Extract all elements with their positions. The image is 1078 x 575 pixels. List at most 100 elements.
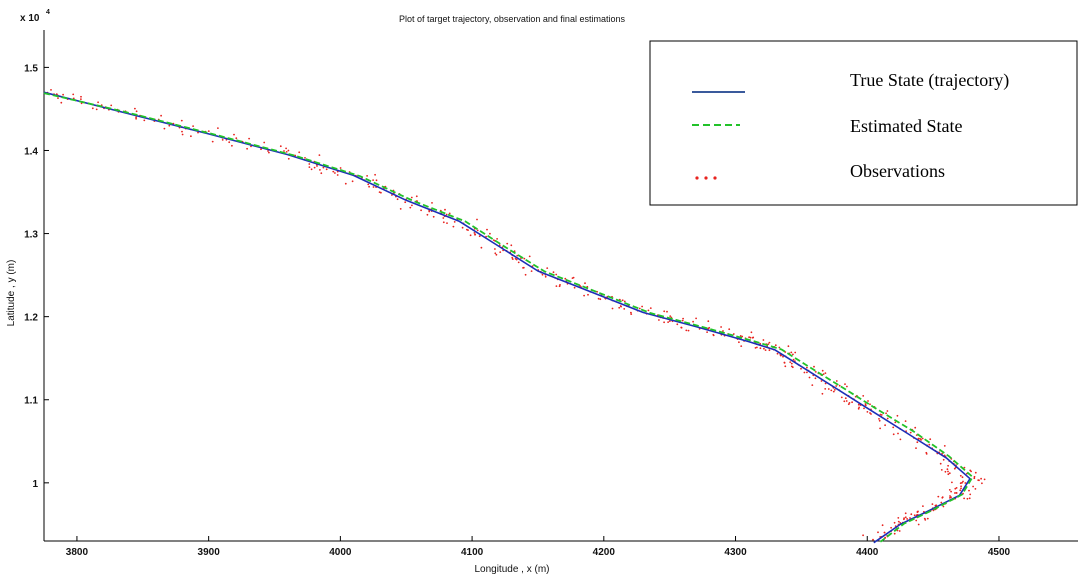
observation-point <box>319 169 321 171</box>
observation-point <box>336 174 339 176</box>
observation-point <box>599 298 602 301</box>
legend-observation-dot <box>704 176 708 180</box>
observation-point <box>906 518 908 520</box>
observation-point <box>368 185 370 188</box>
observation-point <box>787 345 790 348</box>
y-tick-label: 1.2 <box>24 313 38 324</box>
observation-point <box>476 218 478 221</box>
observation-point <box>143 119 146 122</box>
observation-point <box>681 319 684 322</box>
observation-point <box>968 489 970 492</box>
observation-point <box>894 421 897 424</box>
observation-point <box>939 462 942 465</box>
observation-point <box>832 390 835 393</box>
observation-point <box>492 239 495 242</box>
legend-observations-swatch <box>695 176 717 180</box>
observation-point <box>250 145 252 148</box>
observation-point <box>221 139 224 141</box>
observation-point <box>318 154 321 157</box>
observation-point <box>821 392 824 395</box>
observation-point <box>941 496 944 499</box>
observation-point <box>843 400 846 403</box>
observation-point <box>878 418 880 420</box>
observation-point <box>953 467 956 470</box>
observation-point <box>583 294 585 297</box>
observation-point <box>695 317 697 320</box>
observation-point <box>287 157 290 160</box>
observation-point <box>885 412 887 415</box>
observation-point <box>658 319 660 321</box>
observation-point <box>762 339 765 341</box>
observation-point <box>943 445 946 447</box>
observation-point <box>304 157 306 159</box>
observation-point <box>411 204 413 207</box>
observation-point <box>886 410 889 412</box>
observation-point <box>511 258 514 260</box>
observation-point <box>916 511 919 513</box>
observation-point <box>955 487 958 489</box>
observation-point <box>544 275 547 278</box>
observation-point <box>790 362 793 365</box>
observation-point <box>917 523 920 526</box>
observation-point <box>946 468 949 471</box>
observation-point <box>879 427 881 430</box>
observation-point <box>285 151 288 153</box>
observation-point <box>135 110 138 113</box>
observation-point <box>940 469 943 471</box>
observation-point <box>190 135 192 138</box>
observation-point <box>857 407 860 410</box>
observation-point <box>948 489 951 491</box>
observation-point <box>794 351 797 354</box>
observation-point <box>739 335 742 337</box>
observation-point <box>375 179 378 182</box>
observation-point <box>922 505 924 507</box>
observation-point <box>880 414 883 416</box>
observation-point <box>647 309 650 312</box>
observation-point <box>80 95 82 98</box>
observation-point <box>926 517 929 520</box>
observation-point <box>947 470 949 473</box>
observation-point <box>915 447 917 449</box>
observation-point <box>800 367 802 370</box>
observation-point <box>404 201 407 204</box>
observation-point <box>954 492 956 494</box>
observation-point <box>973 475 976 478</box>
observation-point <box>135 116 138 119</box>
observation-point <box>555 285 558 287</box>
observation-point <box>444 208 446 211</box>
x-tick-label: 3900 <box>198 547 221 558</box>
observation-point <box>623 300 626 303</box>
observation-point <box>954 487 957 490</box>
observation-point <box>110 104 113 107</box>
observation-point <box>913 514 916 517</box>
observation-point <box>813 365 815 368</box>
observation-point <box>515 258 518 261</box>
observation-point <box>774 344 777 347</box>
observation-point <box>870 413 872 415</box>
observation-point <box>453 221 456 223</box>
x-axis-ticks: 3800 3900 4000 4100 4200 4300 4400 4500 <box>66 536 1011 558</box>
observation-point <box>217 127 219 129</box>
observation-point <box>163 127 166 130</box>
observation-point <box>963 497 965 500</box>
observation-point <box>784 365 787 368</box>
observation-point <box>283 150 285 152</box>
observation-point <box>623 308 626 310</box>
observation-point <box>410 196 413 199</box>
observation-point <box>890 526 892 529</box>
observation-point <box>496 238 498 240</box>
observation-point <box>486 228 488 231</box>
observation-point <box>759 347 762 350</box>
x-tick-label: 3800 <box>66 547 89 558</box>
observation-point <box>792 353 794 356</box>
y-tick-label: 1.1 <box>24 396 38 407</box>
y-axis-label: Latitude , y (m) <box>6 260 17 327</box>
observation-point <box>564 277 567 280</box>
observation-point <box>228 141 231 144</box>
observation-point <box>506 242 509 245</box>
observation-point <box>448 212 451 215</box>
observation-point <box>955 492 958 494</box>
observation-point <box>666 310 668 313</box>
observation-point <box>966 497 969 500</box>
